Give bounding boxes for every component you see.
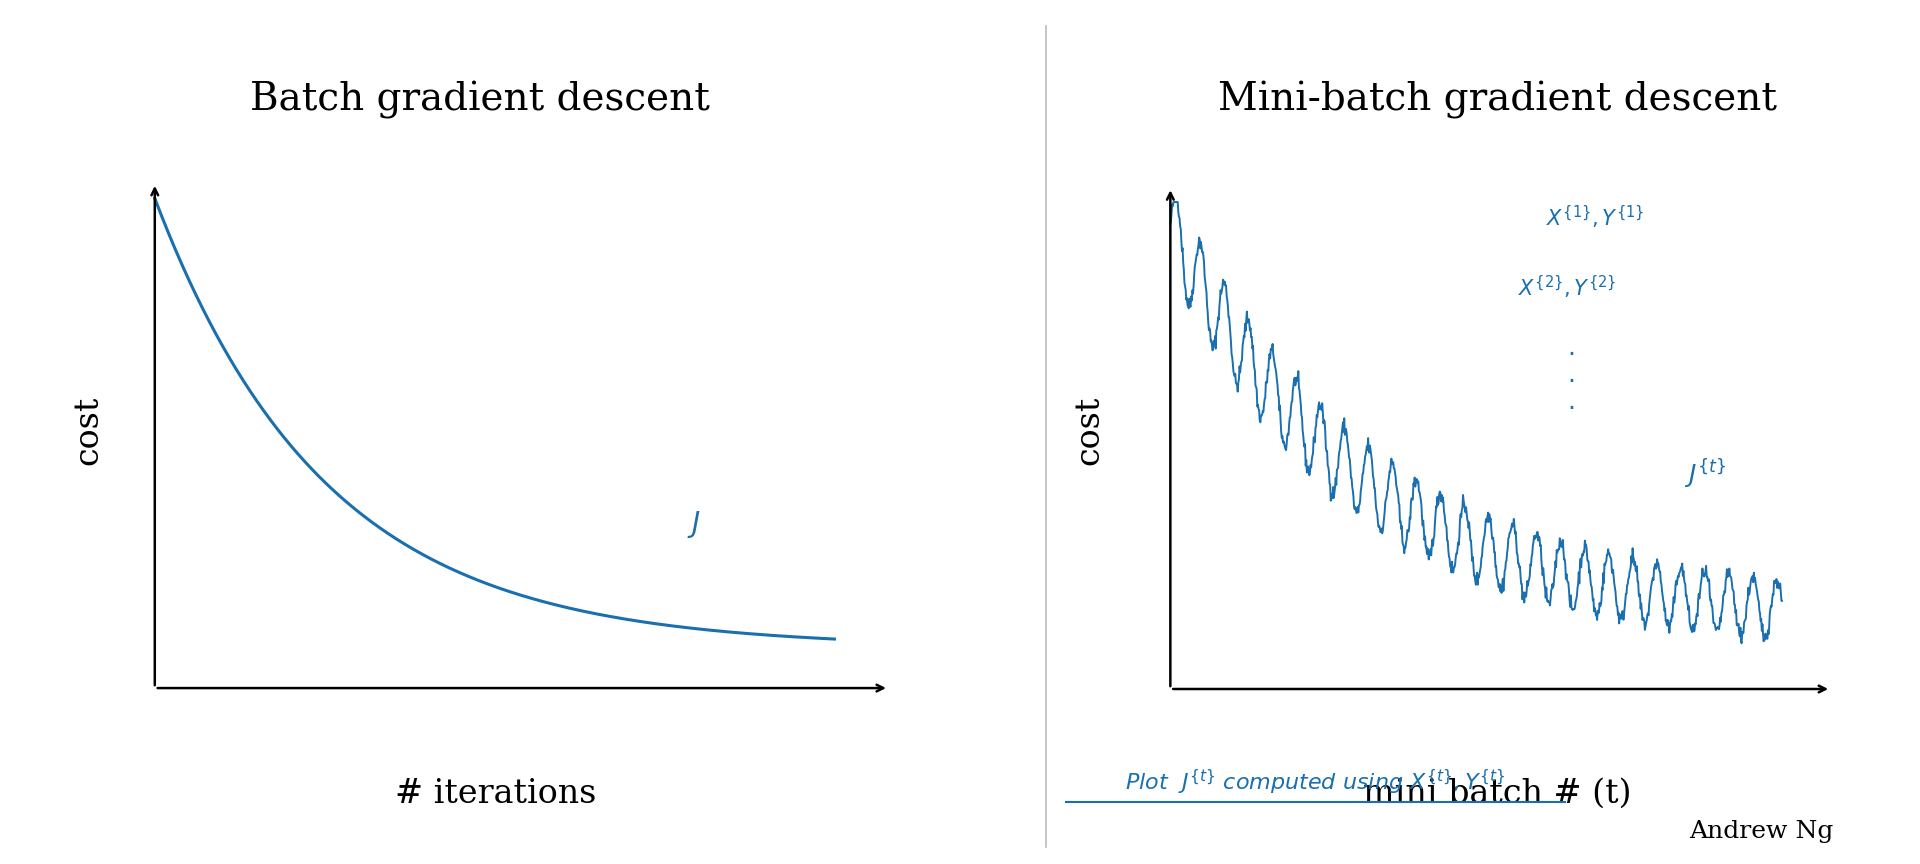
Text: $\mathit{J}$: $\mathit{J}$ <box>687 509 701 540</box>
Text: $\cdot$: $\cdot$ <box>1567 395 1574 419</box>
Text: $J^{\{t\}}$: $J^{\{t\}}$ <box>1684 458 1726 492</box>
Text: # iterations: # iterations <box>396 778 595 810</box>
Text: Andrew Ng: Andrew Ng <box>1690 820 1834 842</box>
Text: cost: cost <box>1073 395 1106 465</box>
Text: mini batch # (t): mini batch # (t) <box>1363 778 1632 810</box>
Text: $X^{\{2\}}, Y^{\{2\}}$: $X^{\{2\}}, Y^{\{2\}}$ <box>1519 274 1617 301</box>
Text: Batch gradient descent: Batch gradient descent <box>250 81 710 119</box>
Text: Plot  $J^{\{t\}}$ computed using $X^{\{t\}}, Y^{\{t\}}$: Plot $J^{\{t\}}$ computed using $X^{\{t\… <box>1125 767 1505 797</box>
Text: $\cdot$: $\cdot$ <box>1567 368 1574 392</box>
Text: $\cdot$: $\cdot$ <box>1567 341 1574 365</box>
Text: $X^{\{1\}}, Y^{\{1\}}$: $X^{\{1\}}, Y^{\{1\}}$ <box>1546 204 1644 232</box>
Text: cost: cost <box>73 395 104 465</box>
Text: Mini-batch gradient descent: Mini-batch gradient descent <box>1217 81 1778 119</box>
